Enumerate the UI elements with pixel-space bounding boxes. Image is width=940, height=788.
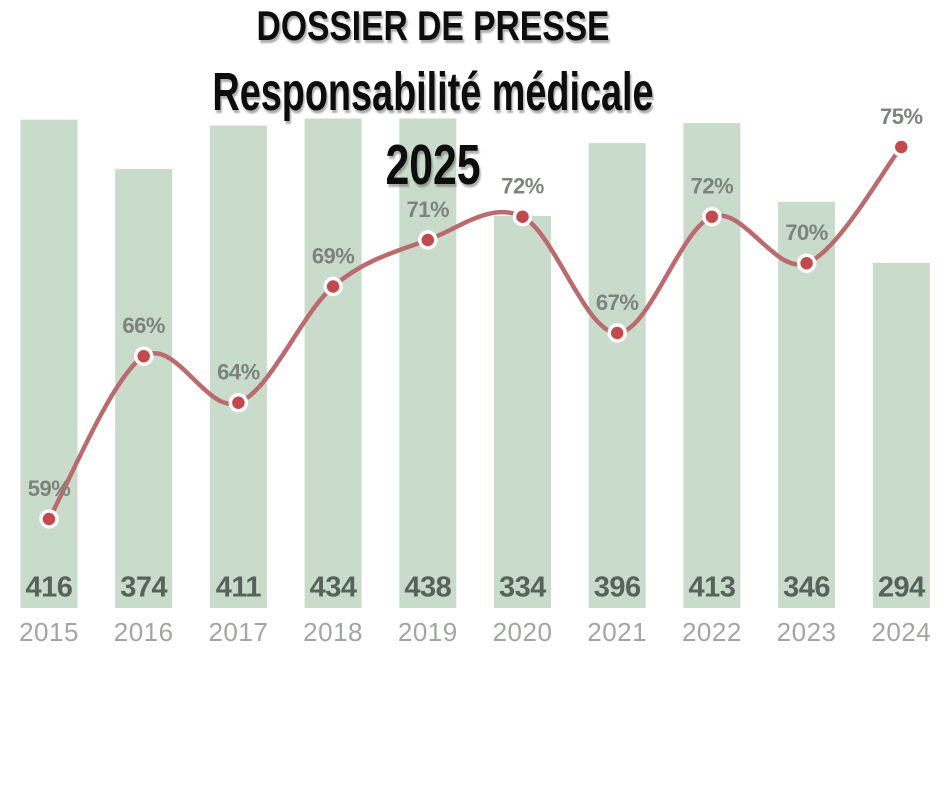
bar-value-2024: 294 bbox=[878, 572, 925, 604]
bar-value-2015: 416 bbox=[26, 572, 73, 604]
data-point-2024 bbox=[891, 137, 912, 157]
pct-label-2019: 71% bbox=[407, 197, 450, 222]
bar-2021 bbox=[588, 143, 646, 608]
bar-value-2020: 334 bbox=[499, 572, 546, 604]
pct-label-2017: 64% bbox=[217, 360, 260, 385]
bar-value-2021: 396 bbox=[594, 572, 641, 604]
pct-label-2021: 67% bbox=[596, 290, 639, 315]
bar-2019 bbox=[399, 118, 457, 608]
bar-value-2023: 346 bbox=[783, 572, 830, 604]
data-point-2023 bbox=[796, 253, 817, 273]
bar-2024 bbox=[872, 262, 930, 608]
pct-label-2018: 69% bbox=[312, 243, 355, 268]
pct-label-2022: 72% bbox=[691, 174, 734, 199]
pct-label-2016: 66% bbox=[122, 313, 165, 338]
data-point-2020 bbox=[512, 207, 533, 227]
category-label-2022: 2022 bbox=[682, 617, 742, 647]
pct-label-2024: 75% bbox=[880, 104, 923, 129]
pct-label-2015: 59% bbox=[28, 476, 71, 501]
data-point-2019 bbox=[418, 230, 438, 250]
bar-value-2019: 438 bbox=[404, 572, 451, 604]
category-label-2021: 2021 bbox=[587, 617, 647, 647]
bar-2017 bbox=[209, 125, 267, 609]
data-point-2015 bbox=[39, 509, 59, 529]
category-label-2016: 2016 bbox=[114, 617, 174, 647]
bar-value-2016: 374 bbox=[120, 572, 167, 604]
data-point-2022 bbox=[702, 207, 722, 227]
bar-value-2018: 434 bbox=[310, 572, 357, 604]
pct-label-2020: 72% bbox=[501, 174, 544, 199]
data-point-2021 bbox=[607, 323, 627, 343]
category-label-2023: 2023 bbox=[777, 617, 837, 647]
category-label-2020: 2020 bbox=[493, 617, 553, 647]
bar-2015 bbox=[20, 119, 78, 608]
data-point-2018 bbox=[323, 276, 343, 297]
category-label-2019: 2019 bbox=[398, 617, 458, 647]
bar-value-2017: 411 bbox=[216, 572, 262, 604]
trend-line bbox=[46, 144, 904, 522]
bar-2016 bbox=[115, 168, 173, 608]
bar-value-2022: 413 bbox=[688, 572, 735, 604]
data-point-2017 bbox=[228, 393, 249, 413]
category-label-2024: 2024 bbox=[871, 617, 931, 647]
category-label-2015: 2015 bbox=[19, 617, 79, 647]
category-label-2017: 2017 bbox=[208, 617, 268, 647]
pct-label-2023: 70% bbox=[785, 220, 828, 245]
bar-2018 bbox=[304, 118, 362, 608]
category-label-2018: 2018 bbox=[303, 617, 363, 647]
data-point-2016 bbox=[133, 346, 154, 366]
bar-2022 bbox=[683, 123, 741, 608]
bar-2020 bbox=[494, 215, 551, 608]
